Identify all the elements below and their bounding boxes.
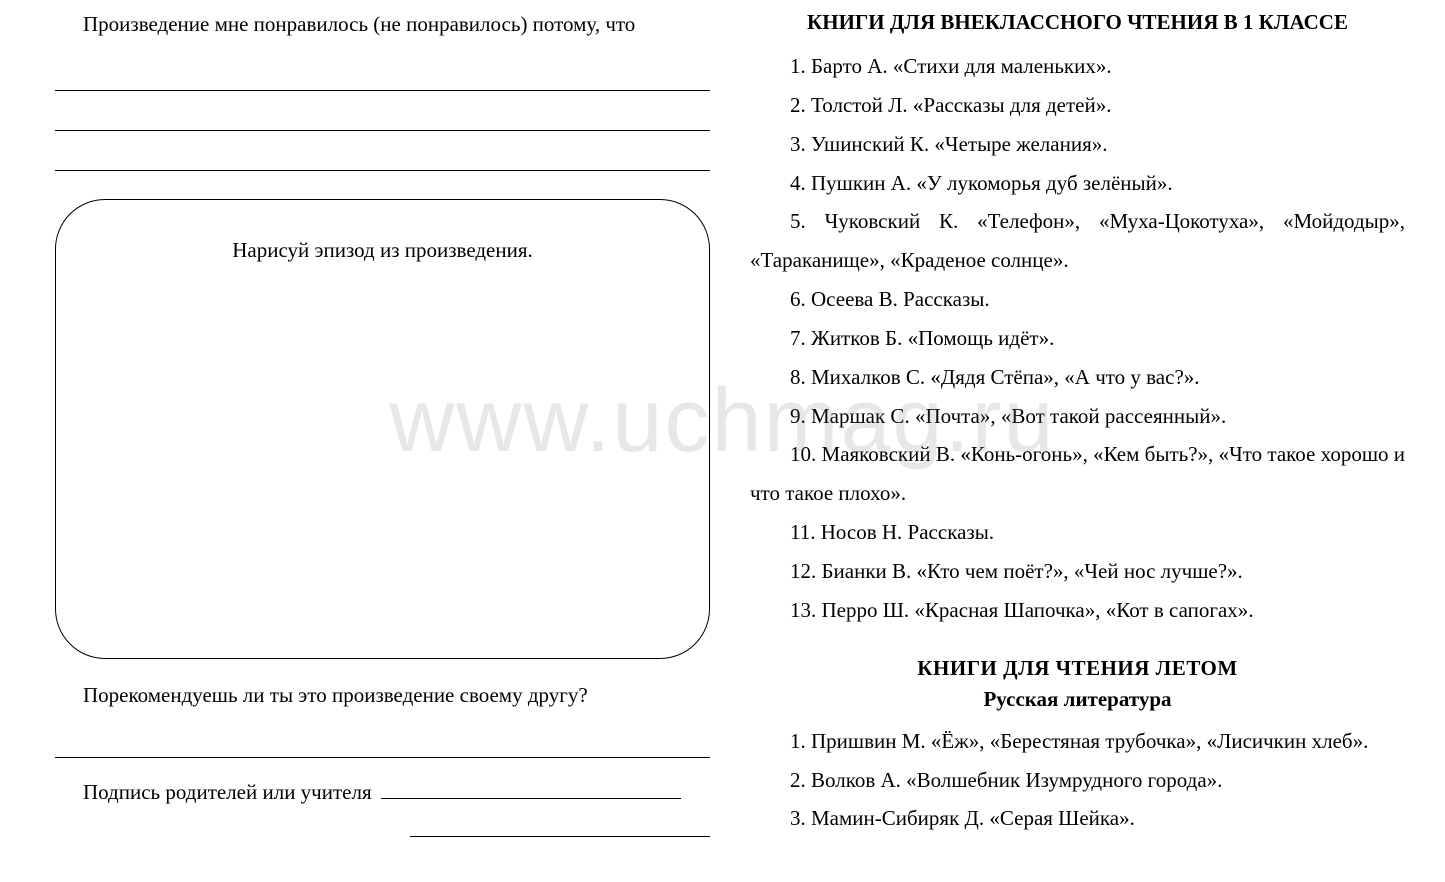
book-item: 10. Маяковский В. «Конь-огонь», «Кем быт… — [750, 435, 1405, 513]
signature-line[interactable] — [381, 798, 681, 799]
signature-line-2[interactable] — [410, 805, 710, 837]
book-item: 3. Мамин-Сибиряк Д. «Серая Шейка». — [750, 799, 1405, 838]
book-item: 3. Ушинский К. «Четыре желания». — [750, 125, 1405, 164]
drawing-box-label: Нарисуй эпизод из произведения. — [232, 238, 533, 262]
signature-row: Подпись родителей или учителя — [55, 780, 710, 805]
signature-label: Подпись родителей или учителя — [83, 780, 372, 804]
blank-line[interactable] — [55, 95, 710, 131]
book-item: 8. Михалков С. «Дядя Стёпа», «А что у ва… — [750, 358, 1405, 397]
book-item: 1. Барто А. «Стихи для маленьких». — [750, 47, 1405, 86]
book-item: 7. Житков Б. «Помощь идёт». — [750, 319, 1405, 358]
blank-line[interactable] — [55, 722, 710, 758]
book-item: 9. Маршак С. «Почта», «Вот такой рассеян… — [750, 397, 1405, 436]
book-item: 2. Толстой Л. «Рассказы для детей». — [750, 86, 1405, 125]
blank-line[interactable] — [55, 55, 710, 91]
book-item: 1. Пришвин М. «Ёж», «Берестяная трубочка… — [750, 722, 1405, 761]
book-list-2: 1. Пришвин М. «Ёж», «Берестяная трубочка… — [750, 722, 1405, 839]
heading-extracurricular: КНИГИ ДЛЯ ВНЕКЛАССНОГО ЧТЕНИЯ В 1 КЛАССЕ — [750, 10, 1405, 35]
heading-summer: КНИГИ ДЛЯ ЧТЕНИЯ ЛЕТОМ — [750, 656, 1405, 681]
book-list-1: 1. Барто А. «Стихи для маленьких».2. Тол… — [750, 47, 1405, 630]
book-item: 13. Перро Ш. «Красная Шапочка», «Кот в с… — [750, 591, 1405, 630]
book-item: 4. Пушкин А. «У лукоморья дуб зелёный». — [750, 164, 1405, 203]
left-column: Произведение мне понравилось (не понрави… — [0, 0, 740, 882]
page-container: Произведение мне понравилось (не понрави… — [0, 0, 1445, 882]
drawing-box[interactable]: Нарисуй эпизод из произведения. — [55, 199, 710, 659]
book-item: 6. Осеева В. Рассказы. — [750, 280, 1405, 319]
book-item: 2. Волков А. «Волшебник Изумрудного горо… — [750, 761, 1405, 800]
book-item: 11. Носов Н. Рассказы. — [750, 513, 1405, 552]
book-item: 5. Чуковский К. «Телефон», «Муха-Цокотух… — [750, 202, 1405, 280]
heading-russian-lit: Русская литература — [750, 687, 1405, 712]
book-item: 12. Бианки В. «Кто чем поёт?», «Чей нос … — [750, 552, 1405, 591]
blank-line[interactable] — [55, 135, 710, 171]
prompt-recommend: Порекомендуешь ли ты это произведение св… — [55, 683, 710, 708]
right-column: КНИГИ ДЛЯ ВНЕКЛАССНОГО ЧТЕНИЯ В 1 КЛАССЕ… — [740, 0, 1445, 882]
prompt-liked: Произведение мне понравилось (не понрави… — [55, 10, 710, 39]
